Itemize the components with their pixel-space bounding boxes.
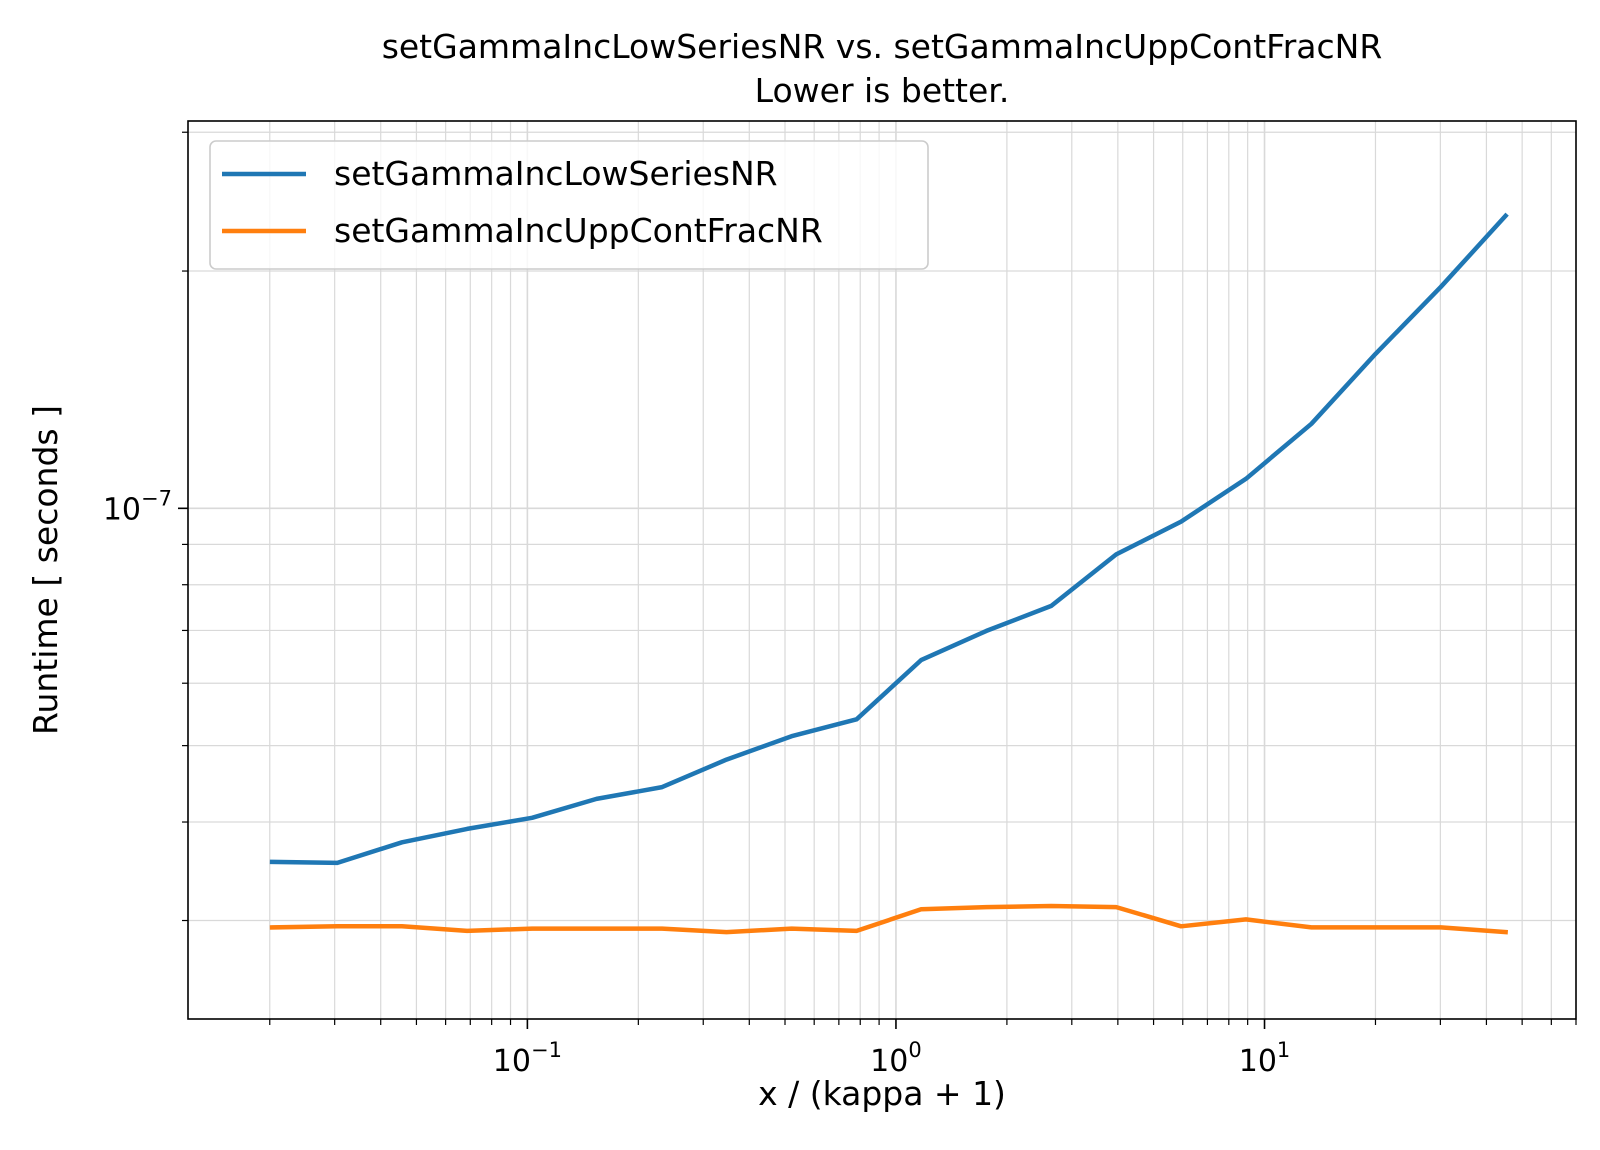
x-tick-label-exponent: 0 bbox=[908, 1038, 921, 1062]
x-tick-label-base: 10 bbox=[1239, 1044, 1277, 1079]
legend-label-upp-contfrac: setGammaIncUppContFracNR bbox=[334, 211, 823, 250]
series-line-upp-contfrac bbox=[269, 903, 1509, 935]
y-tick-label-exponent: −7 bbox=[141, 486, 172, 510]
y-axis-label: Runtime [ seconds ] bbox=[26, 405, 65, 735]
x-tick-label-exponent: 1 bbox=[1277, 1038, 1290, 1062]
x-tick-label-exponent: −1 bbox=[531, 1038, 562, 1062]
series-lines bbox=[269, 212, 1509, 935]
x-tick-label-base: 10 bbox=[870, 1044, 908, 1079]
y-tick-label-base: 10 bbox=[103, 492, 141, 527]
chart-subtitle: Lower is better. bbox=[755, 71, 1010, 110]
y-tick-label: 10−7 bbox=[103, 486, 172, 527]
series-line-low-series bbox=[269, 212, 1509, 866]
x-axis-label: x / (kappa + 1) bbox=[758, 1074, 1006, 1113]
legend: setGammaIncLowSeriesNR setGammaIncUppCon… bbox=[209, 140, 929, 270]
x-tick-label: 101 bbox=[1239, 1038, 1291, 1079]
axis-ticks bbox=[178, 131, 1577, 1029]
legend-box bbox=[209, 140, 929, 270]
grid bbox=[188, 121, 1577, 1019]
chart-title: setGammaIncLowSeriesNR vs. setGammaIncUp… bbox=[382, 27, 1383, 66]
x-tick-label-base: 10 bbox=[493, 1044, 531, 1079]
x-tick-label: 100 bbox=[870, 1038, 922, 1079]
legend-label-low-series: setGammaIncLowSeriesNR bbox=[334, 154, 778, 193]
x-tick-label: 10−1 bbox=[493, 1038, 562, 1079]
plot-frame bbox=[187, 120, 1577, 1020]
